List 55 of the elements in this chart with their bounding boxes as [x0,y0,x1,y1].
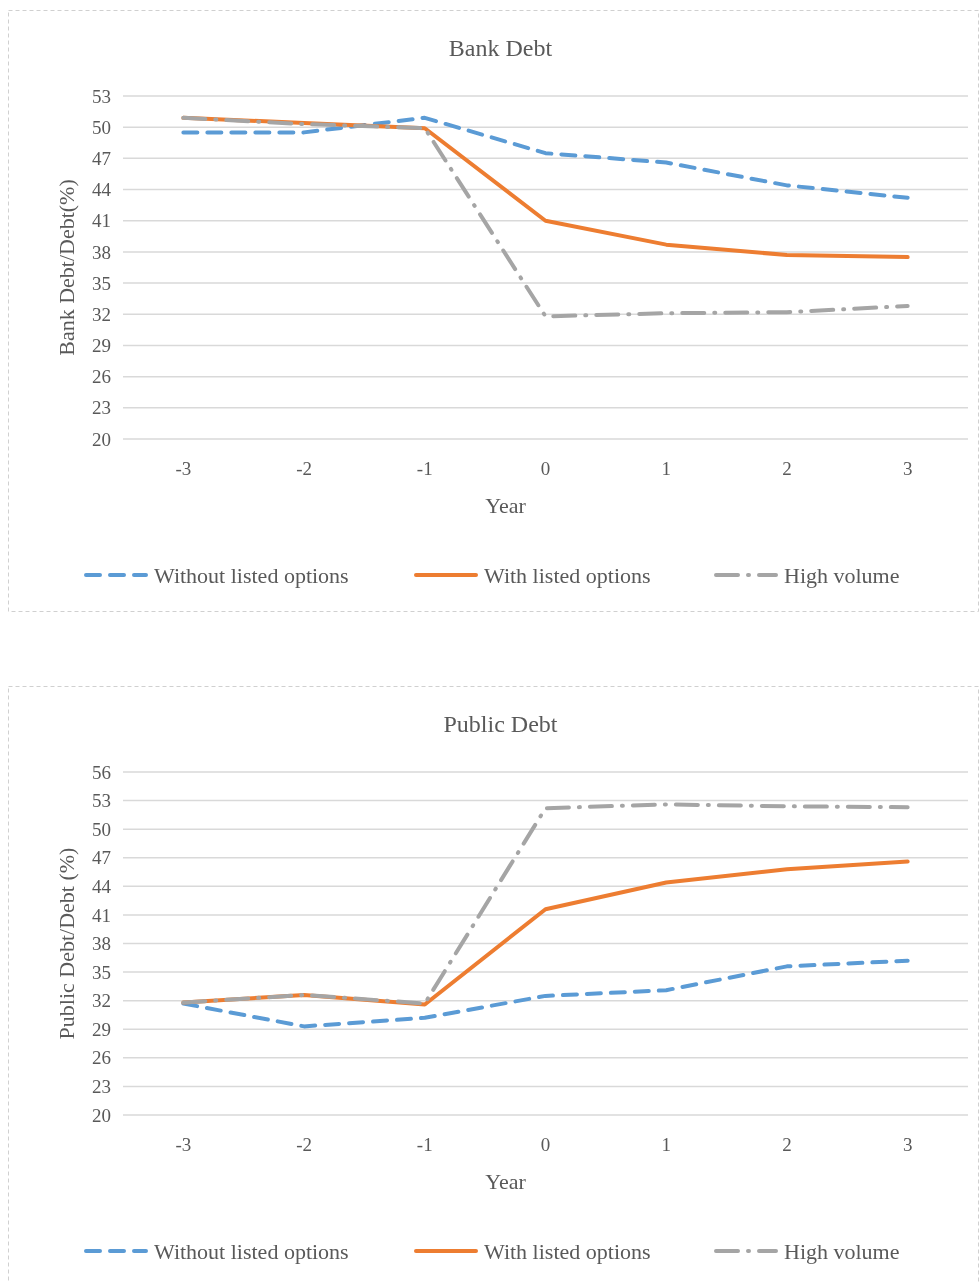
x-axis-title: Year [485,1169,527,1194]
chart-title: Bank Debt [448,35,553,61]
x-tick-label: 0 [540,1134,551,1155]
y-tick-label: 47 [92,148,111,170]
line-series [181,958,910,1029]
legend-label: Without listed options [154,1238,349,1264]
legend-label: High volume [784,562,900,588]
x-tick-label: 2 [782,458,792,479]
y-tick-label: 47 [92,847,111,869]
x-tick-label: -1 [416,458,433,479]
legend-label: High volume [784,1238,900,1264]
y-tick-label: 35 [92,272,111,294]
y-axis-title: Bank Debt/Debt(%) [54,179,79,356]
x-tick-label: 1 [661,458,671,479]
y-tick-label: 50 [92,818,111,840]
y-tick-label: 20 [92,1104,111,1126]
y-tick-label: 29 [92,335,111,357]
x-tick-label: 2 [782,1134,792,1155]
y-tick-label: 38 [92,933,111,955]
y-tick-label: 20 [92,428,111,450]
y-tick-label: 38 [92,241,111,263]
y-tick-label: 44 [92,875,112,897]
x-tick-label: -2 [296,1134,312,1155]
y-tick-label: 56 [92,761,111,783]
x-tick-label: -3 [175,1134,192,1155]
line-series [181,802,910,1006]
y-tick-label: 26 [92,366,111,388]
y-tick-label: 32 [92,990,111,1012]
x-tick-label: 0 [540,458,551,479]
x-tick-label: -3 [175,458,192,479]
y-tick-label: 50 [92,116,111,138]
x-tick-label: -1 [416,1134,433,1155]
legend-label: Without listed options [154,562,349,588]
y-tick-label: 23 [92,397,111,419]
y-axis-title: Public Debt/Debt (%) [54,847,79,1040]
x-tick-label: -2 [296,458,312,479]
y-tick-label: 26 [92,1047,111,1069]
y-tick-label: 23 [92,1076,111,1098]
x-tick-label: 1 [661,1134,671,1155]
y-tick-label: 53 [92,790,111,812]
y-tick-label: 44 [92,179,112,201]
y-tick-label: 32 [92,303,111,325]
x-tick-label: 3 [902,458,913,479]
line-series [181,115,910,319]
x-axis-title: Year [485,493,527,518]
x-tick-label: 3 [902,1134,913,1155]
line-series [181,115,910,200]
y-tick-label: 41 [92,904,111,926]
y-tick-label: 41 [92,210,111,232]
chart-title: Public Debt [443,711,558,737]
legend-label: With listed options [484,562,651,588]
y-tick-label: 29 [92,1018,111,1040]
y-tick-label: 53 [92,85,111,107]
y-tick-label: 35 [92,961,111,983]
legend-label: With listed options [484,1238,651,1264]
